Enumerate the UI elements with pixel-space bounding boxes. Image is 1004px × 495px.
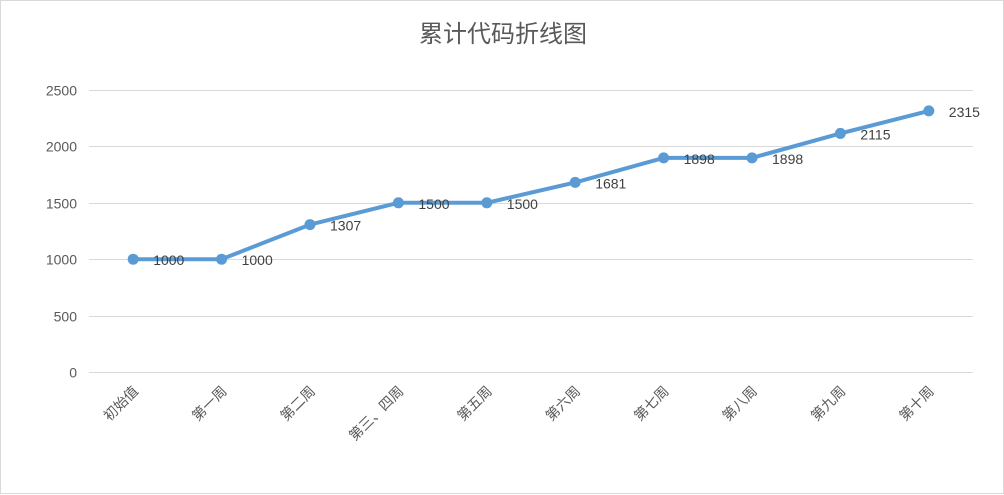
y-tick-label: 2500: [46, 83, 77, 99]
y-axis-ticks: 0 500 1000 1500 2000 2500: [46, 83, 77, 381]
x-tick-label: 第九周: [808, 383, 850, 425]
y-tick-label: 500: [54, 309, 78, 325]
series-line: [131, 108, 931, 262]
data-label: 1000: [242, 252, 273, 268]
data-point: [834, 127, 846, 139]
y-tick-label: 1000: [46, 252, 77, 268]
x-axis-ticks: 初始值 第一周 第二周 第三、四周 第五周 第六周 第七周 第八周 第九周 第十周: [100, 383, 937, 445]
data-point: [216, 253, 228, 265]
x-tick-label: 第十周: [896, 383, 938, 425]
data-point: [569, 176, 581, 188]
x-tick-label: 第七周: [631, 383, 673, 425]
data-label: 2115: [860, 126, 890, 142]
data-labels: 1000 1000 1307 1500 1500 1681 1898 1898 2115 2315: [153, 104, 980, 268]
data-point: [392, 197, 404, 209]
x-tick-label: 第三、四周: [346, 383, 408, 445]
x-tick-label: 第一周: [189, 383, 231, 425]
gridlines: [89, 90, 973, 373]
data-point: [127, 253, 139, 265]
x-tick-label: 第二周: [277, 383, 319, 425]
data-label: 1500: [418, 196, 449, 212]
y-tick-label: 0: [69, 365, 77, 381]
data-point: [481, 197, 493, 209]
series-layer: [127, 105, 935, 265]
data-label: 1307: [330, 218, 361, 234]
data-point: [658, 152, 670, 164]
y-tick-label: 1500: [46, 196, 77, 212]
data-label: 1898: [684, 151, 715, 167]
x-tick-label: 第八周: [719, 383, 761, 425]
data-label: 1500: [507, 196, 538, 212]
data-label: 1898: [772, 151, 803, 167]
data-label: 2315: [949, 104, 980, 120]
data-label: 1000: [153, 252, 184, 268]
data-point: [304, 219, 316, 231]
data-point: [746, 152, 758, 164]
data-label: 1681: [595, 175, 626, 191]
x-tick-label: 初始值: [100, 383, 142, 425]
x-tick-label: 第六周: [542, 383, 584, 425]
x-tick-label: 第五周: [454, 383, 496, 425]
data-point: [923, 105, 935, 117]
y-tick-label: 2000: [46, 139, 77, 155]
chart-title: 累计代码折线图: [419, 20, 587, 48]
